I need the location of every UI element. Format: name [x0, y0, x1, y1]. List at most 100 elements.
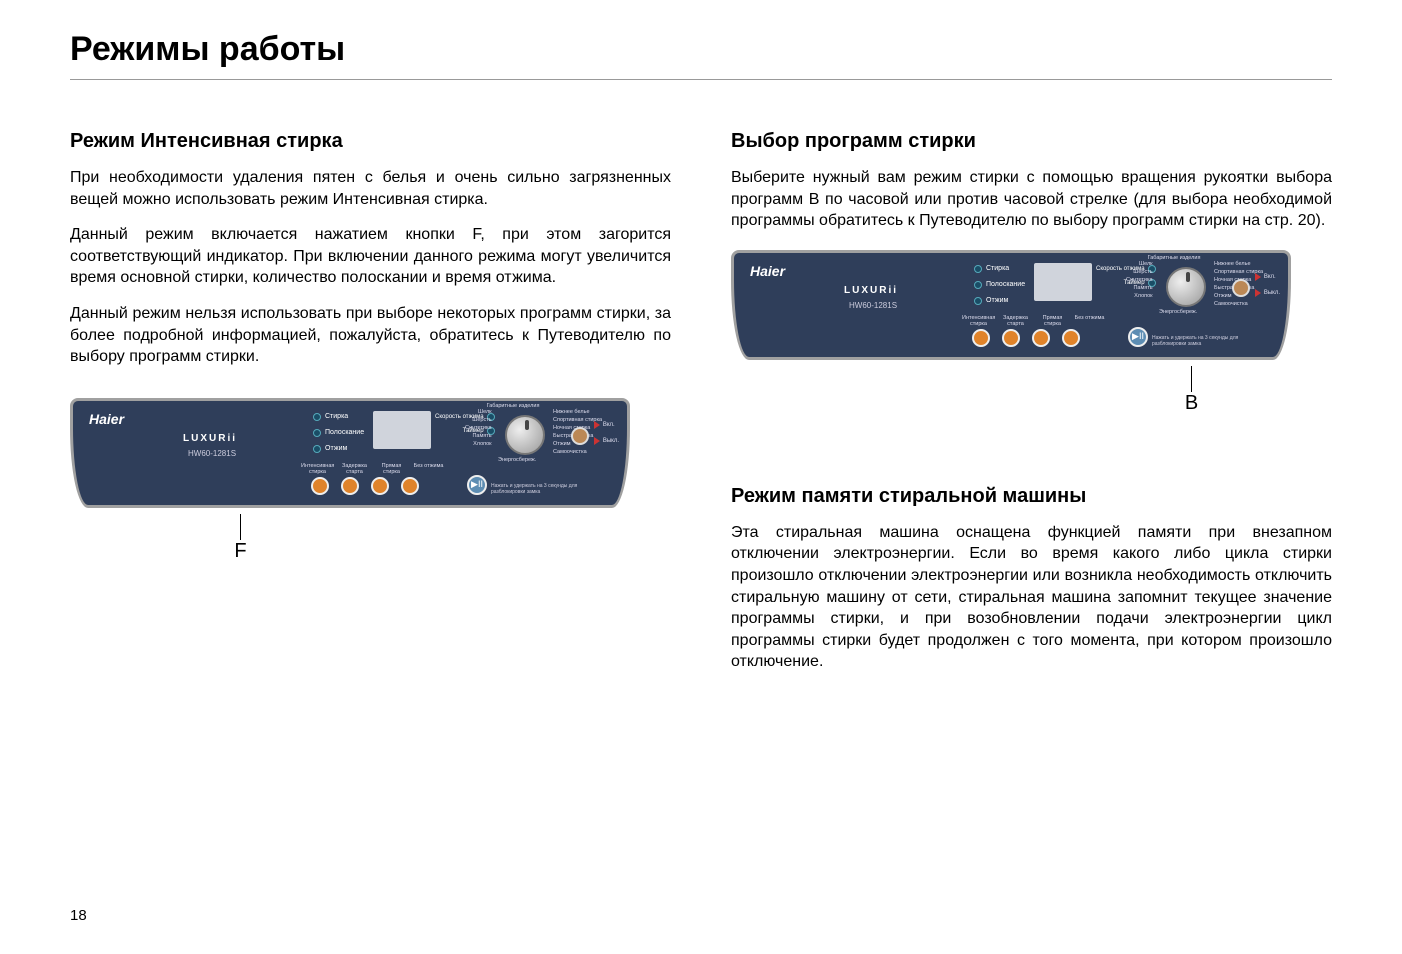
- triangle-icon: [1255, 289, 1261, 297]
- dial-label: Синтетика: [465, 425, 492, 431]
- panel-figure-B: Haier LUXURii HW60-1281S Стирка Полоскан…: [731, 250, 1332, 415]
- page-title: Режимы работы: [70, 30, 1332, 80]
- btn-label: Задержка старта: [338, 463, 371, 475]
- dial-label: Нижнее белье: [553, 409, 602, 415]
- panel-series: LUXURii: [844, 285, 898, 296]
- start-label: Нажать и удержать на 3 секунды для разбл…: [1152, 335, 1260, 347]
- program-dial[interactable]: [1166, 267, 1206, 307]
- power-button[interactable]: [571, 427, 589, 445]
- intensive-p1: При необходимости удаления пятен с белья…: [70, 167, 671, 210]
- heading-intensive: Режим Интенсивная стирка: [70, 130, 671, 153]
- option-buttons: [972, 329, 1080, 347]
- callout-letter: F: [0, 540, 671, 563]
- triangle-icon: [1255, 273, 1261, 281]
- program-dial[interactable]: [505, 415, 545, 455]
- panel-figure-F: Haier LUXURii HW60-1281S Стирка Полоскан…: [70, 398, 671, 563]
- page-number: 18: [70, 907, 87, 924]
- panel-brand: Haier: [750, 263, 785, 279]
- right-column: Выбор программ стирки Выберите нужный ва…: [731, 130, 1332, 687]
- led-label: Полоскание: [986, 281, 1025, 288]
- program-select-p1: Выберите нужный вам режим стирки с помощ…: [731, 167, 1332, 232]
- panel-model: HW60-1281S: [849, 301, 897, 310]
- option-button[interactable]: [972, 329, 990, 347]
- led-label: Стирка: [986, 265, 1009, 272]
- button-labels: Интенсивная стирка Задержка старта Пряма…: [301, 463, 445, 475]
- option-button[interactable]: [1002, 329, 1020, 347]
- btn-label: Без отжима: [1073, 315, 1106, 327]
- option-button[interactable]: [401, 477, 419, 495]
- led-icon: [974, 297, 982, 305]
- dial-label: Шерсть: [1133, 269, 1152, 275]
- panel-series: LUXURii: [183, 433, 237, 444]
- dial-label: Самоочистка: [553, 449, 602, 455]
- btn-label: Прямая стирка: [1036, 315, 1069, 327]
- triangle-icon: [594, 437, 600, 445]
- washer-panel-right: Haier LUXURii HW60-1281S Стирка Полоскан…: [731, 250, 1291, 360]
- callout-letter: B: [1051, 392, 1332, 415]
- lcd-display: [1034, 263, 1092, 301]
- led-icon: [313, 413, 321, 421]
- panel-brand: Haier: [89, 411, 124, 427]
- power-on-label: Вкл.: [603, 422, 615, 428]
- led-label: Отжим: [325, 445, 347, 452]
- content-columns: Режим Интенсивная стирка При необходимос…: [70, 130, 1332, 687]
- power-button[interactable]: [1232, 279, 1250, 297]
- washer-panel-left: Haier LUXURii HW60-1281S Стирка Полоскан…: [70, 398, 630, 508]
- led-label: Полоскание: [325, 429, 364, 436]
- dial-label: Память: [1133, 285, 1152, 291]
- start-label: Нажать и удержать на 3 секунды для разбл…: [491, 483, 599, 495]
- dial-left-labels: Шелк Шерсть Синтетика Память Хлопок: [1126, 261, 1153, 299]
- dial-label: Шелк: [478, 409, 492, 415]
- triangle-icon: [594, 421, 600, 429]
- callout-line: [1191, 366, 1192, 392]
- power-on-label: Вкл.: [1264, 274, 1276, 280]
- dial-label: Хлопок: [473, 441, 491, 447]
- intensive-p2: Данный режим включается нажатием кнопки …: [70, 224, 671, 289]
- led-label: Стирка: [325, 413, 348, 420]
- led-icon: [313, 429, 321, 437]
- power-labels: Вкл. Выкл.: [1255, 273, 1280, 297]
- btn-label: Без отжима: [412, 463, 445, 475]
- power-off-label: Выкл.: [603, 438, 619, 444]
- dial-bottom-label: Энергосбереж.: [1159, 309, 1197, 315]
- heading-memory: Режим памяти стиральной машины: [731, 485, 1332, 508]
- dial-label: Синтетика: [1126, 277, 1153, 283]
- dial-left-labels: Шелк Шерсть Синтетика Память Хлопок: [465, 409, 492, 447]
- power-labels: Вкл. Выкл.: [594, 421, 619, 445]
- led-icon: [974, 265, 982, 273]
- option-buttons: [311, 477, 419, 495]
- status-leds: Стирка Полоскание Отжим: [313, 413, 364, 453]
- start-pause-button[interactable]: ▶II: [1128, 327, 1148, 347]
- btn-label: Интенсивная стирка: [962, 315, 995, 327]
- callout-line: [240, 514, 241, 540]
- callout-B: B: [1051, 366, 1332, 415]
- memory-p1: Эта стиральная машина оснащена функцией …: [731, 522, 1332, 673]
- option-button[interactable]: [311, 477, 329, 495]
- intensive-p3: Данный режим нельзя использовать при выб…: [70, 303, 671, 368]
- lcd-display: [373, 411, 431, 449]
- option-button[interactable]: [371, 477, 389, 495]
- power-off-label: Выкл.: [1264, 290, 1280, 296]
- option-button[interactable]: [341, 477, 359, 495]
- option-button[interactable]: [1062, 329, 1080, 347]
- led-icon: [313, 445, 321, 453]
- option-button[interactable]: [1032, 329, 1050, 347]
- dial-top-label: Габаритные изделия: [1144, 255, 1204, 261]
- heading-program-select: Выбор программ стирки: [731, 130, 1332, 153]
- dial-label: Шелк: [1139, 261, 1153, 267]
- panel-model: HW60-1281S: [188, 449, 236, 458]
- led-label: Отжим: [986, 297, 1008, 304]
- callout-F: F: [0, 514, 671, 563]
- dial-label: Шерсть: [472, 417, 491, 423]
- dial-bottom-label: Энергосбереж.: [498, 457, 536, 463]
- start-pause-button[interactable]: ▶II: [467, 475, 487, 495]
- left-column: Режим Интенсивная стирка При необходимос…: [70, 130, 671, 687]
- status-leds: Стирка Полоскание Отжим: [974, 265, 1025, 305]
- button-labels: Интенсивная стирка Задержка старта Пряма…: [962, 315, 1106, 327]
- dial-label: Память: [472, 433, 491, 439]
- dial-label: Самоочистка: [1214, 301, 1263, 307]
- btn-label: Интенсивная стирка: [301, 463, 334, 475]
- led-icon: [974, 281, 982, 289]
- btn-label: Задержка старта: [999, 315, 1032, 327]
- memory-section: Режим памяти стиральной машины Эта стира…: [731, 485, 1332, 673]
